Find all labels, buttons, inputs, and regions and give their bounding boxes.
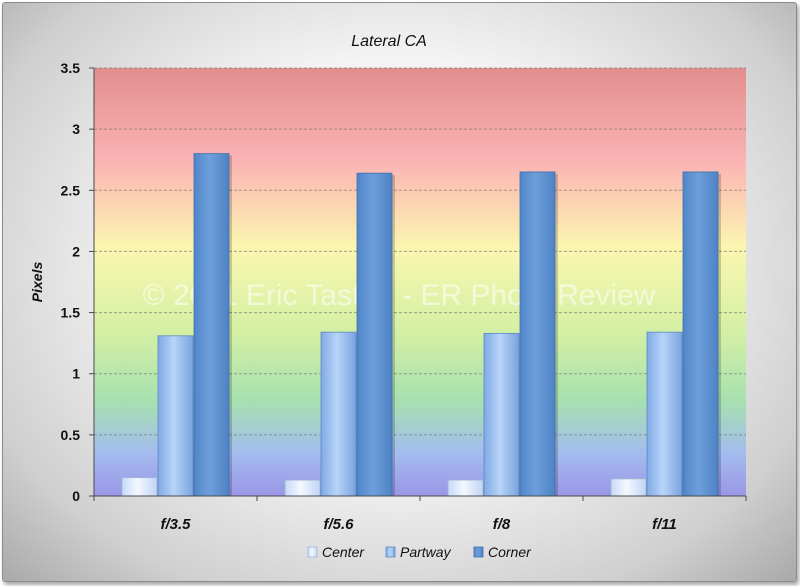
bar-partway-0: [157, 335, 194, 497]
legend-label-partway: Partway: [400, 544, 452, 560]
bar-corner-0: [193, 153, 230, 497]
bar-corner-3: [682, 171, 719, 497]
legend: Center Partway Corner: [307, 544, 532, 560]
bars: [121, 153, 721, 497]
y-tick-label: 1.5: [61, 305, 81, 321]
bar-partway-3: [646, 331, 683, 497]
bar-center-1: [284, 479, 321, 497]
x-tick-label: f/8: [493, 516, 511, 533]
y-tick-label: 0.5: [61, 427, 81, 443]
bar-center-2: [447, 479, 484, 497]
chart-title: Lateral CA: [351, 33, 427, 50]
y-axis-label: Pixels: [29, 262, 45, 303]
bar-corner-2: [519, 171, 556, 497]
y-tick-label: 3.5: [61, 60, 81, 76]
bar-partway-1: [320, 331, 357, 497]
legend-label-corner: Corner: [488, 544, 532, 560]
bar-center-0: [121, 477, 158, 497]
y-tick-label: 1: [72, 366, 80, 382]
y-tick-label: 0: [72, 488, 80, 504]
y-tick-label: 2: [72, 243, 80, 259]
legend-label-center: Center: [322, 544, 365, 560]
bar-corner-1: [356, 172, 393, 497]
bar-partway-2: [483, 332, 520, 497]
gridlines: [89, 67, 746, 497]
x-axis-tick-labels: f/3.5 f/5.6 f/8 f/11: [93, 496, 747, 533]
x-tick-label: f/11: [652, 516, 677, 533]
x-tick-label: f/3.5: [160, 516, 191, 533]
legend-swatch-partway: [385, 546, 396, 558]
bar-center-3: [610, 478, 647, 497]
legend-swatch-center: [307, 546, 318, 558]
legend-swatch-corner: [473, 546, 484, 558]
y-tick-label: 2.5: [61, 182, 81, 198]
x-tick-label: f/5.6: [323, 516, 354, 533]
y-axis-tick-labels: 0 0.5 1 1.5 2 2.5 3 3.5: [61, 60, 81, 504]
y-tick-label: 3: [72, 121, 80, 137]
